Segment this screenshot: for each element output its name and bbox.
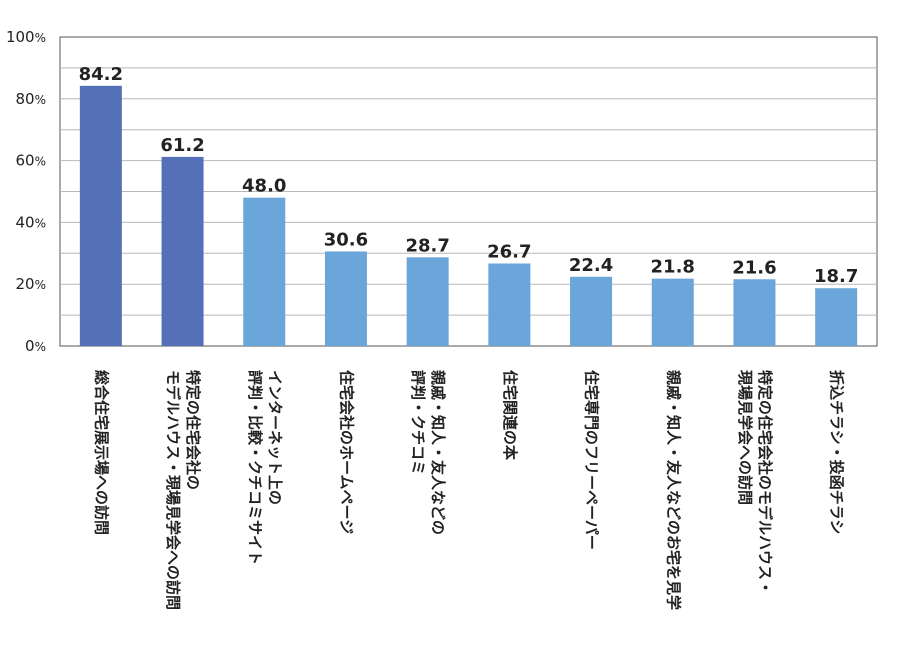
data-label: 26.7 [487,241,531,262]
y-tick-label: 100% [6,28,46,46]
category-label: 総合住宅展示場への訪問 [92,370,110,535]
bar [570,276,613,346]
data-label: 48.0 [242,176,286,197]
bar [406,257,449,346]
category-label: モデルハウス・現場見学会への訪問 [164,370,182,610]
data-label: 84.2 [79,64,123,85]
data-label: 22.4 [569,255,613,276]
bar [815,288,858,346]
category-label: 住宅会社のホームページ [337,370,355,534]
data-label: 61.2 [160,135,204,156]
category-label: 折込チラシ・投函チラシ [828,370,846,534]
y-tick-label: 40% [16,213,47,231]
category-label: 親戚・知人・友人などの [429,370,447,535]
category-label: 住宅専門のフリーペーパー [583,370,601,550]
data-label: 18.7 [814,266,858,287]
data-label: 28.7 [405,235,449,256]
bar [733,279,776,346]
bar [79,85,122,347]
bar [488,263,531,346]
data-label: 30.6 [324,229,368,250]
bar [324,251,367,346]
y-tick-label: 80% [16,90,47,108]
bar [243,197,286,346]
bar [161,156,204,346]
y-tick-label: 60% [16,152,47,170]
category-label: 住宅関連の本 [501,370,519,460]
data-label: 21.6 [732,257,776,278]
category-label: 特定の住宅会社の [184,370,202,490]
data-label: 21.8 [651,257,695,278]
category-label: インターネット上の [266,370,284,505]
category-label: 特定の住宅会社のモデルハウス・ [756,370,774,595]
category-label: 評判・比較・クチコミサイト [246,370,264,565]
bar [651,278,694,346]
category-label: 評判・クチコミ [409,370,427,475]
category-label: 親戚・知人・友人などのお宅を見学 [664,370,682,610]
y-tick-label: 20% [16,275,47,293]
category-label: 現場見学会への訪問 [736,370,754,505]
y-tick-label: 0% [25,337,46,355]
